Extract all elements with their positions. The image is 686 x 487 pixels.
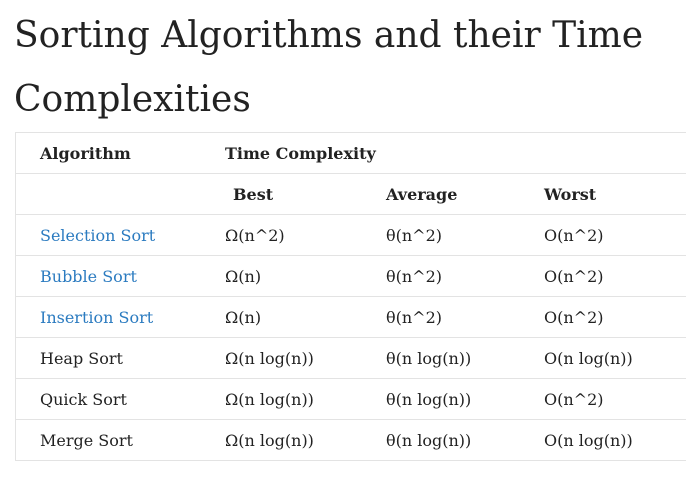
table-row: Bubble Sort Ω(n) θ(n^2) O(n^2) xyxy=(16,255,686,297)
average-cell: θ(n^2) xyxy=(386,214,544,256)
algorithm-cell: Selection Sort xyxy=(16,214,225,256)
worst-cell: O(n^2) xyxy=(544,378,686,420)
worst-cell: O(n^2) xyxy=(544,296,686,338)
best-cell: Ω(n log(n)) xyxy=(225,337,386,379)
algorithm-link[interactable]: Selection Sort xyxy=(40,225,156,245)
worst-cell: O(n^2) xyxy=(544,214,686,256)
header-algorithm: Algorithm xyxy=(16,133,225,174)
table-row: Insertion Sort Ω(n) θ(n^2) O(n^2) xyxy=(16,296,686,338)
average-cell: θ(n^2) xyxy=(386,296,544,338)
worst-cell: O(n log(n)) xyxy=(544,430,633,450)
algorithm-cell: Bubble Sort xyxy=(16,255,225,297)
header-worst: Worst xyxy=(544,173,686,215)
header-time-complexity: Time Complexity xyxy=(225,133,686,174)
worst-cell: O(n^2) xyxy=(544,255,686,297)
header-average: Average xyxy=(386,173,544,215)
best-cell: Ω(n log(n)) xyxy=(225,430,314,450)
worst-cell: O(n log(n)) xyxy=(544,337,686,379)
table-row: Quick Sort Ω(n log(n)) θ(n log(n)) O(n^2) xyxy=(16,378,686,420)
best-cell: Ω(n) xyxy=(225,255,386,297)
algorithm-cell: Insertion Sort xyxy=(16,296,225,338)
best-cell: Ω(n) xyxy=(225,296,386,338)
average-cell: θ(n log(n)) xyxy=(386,378,544,420)
algorithm-link[interactable]: Insertion Sort xyxy=(40,307,154,327)
best-cell: Ω(n log(n)) xyxy=(225,378,386,420)
header-row-1: Algorithm Time Complexity xyxy=(16,133,686,174)
header-best: Best xyxy=(225,173,386,215)
page-title: Sorting Algorithms and their Time Comple… xyxy=(14,15,644,120)
header-row-2: Best Average Worst xyxy=(16,173,686,215)
algorithm-link[interactable]: Bubble Sort xyxy=(40,266,137,286)
table-row: Heap Sort Ω(n log(n)) θ(n log(n)) O(n log(n… xyxy=(16,337,686,379)
complexity-table: Algorithm Time Complexity Best Average W… xyxy=(15,132,686,461)
average-cell: θ(n^2) xyxy=(386,255,544,297)
algorithm-cell: Heap Sort xyxy=(16,337,225,379)
table-row: Merge Sort Ω(n log(n)) θ(n log(n)) O(n log(… xyxy=(16,420,686,461)
header-empty xyxy=(16,173,225,215)
algorithm-cell: Quick Sort xyxy=(16,378,225,420)
average-cell: θ(n log(n)) xyxy=(386,337,544,379)
table-row: Selection Sort Ω(n^2) θ(n^2) O(n^2) xyxy=(16,214,686,256)
best-cell: Ω(n^2) xyxy=(225,214,386,256)
algorithm-cell: Merge Sort xyxy=(40,430,133,450)
average-cell: θ(n log(n)) xyxy=(386,430,472,450)
